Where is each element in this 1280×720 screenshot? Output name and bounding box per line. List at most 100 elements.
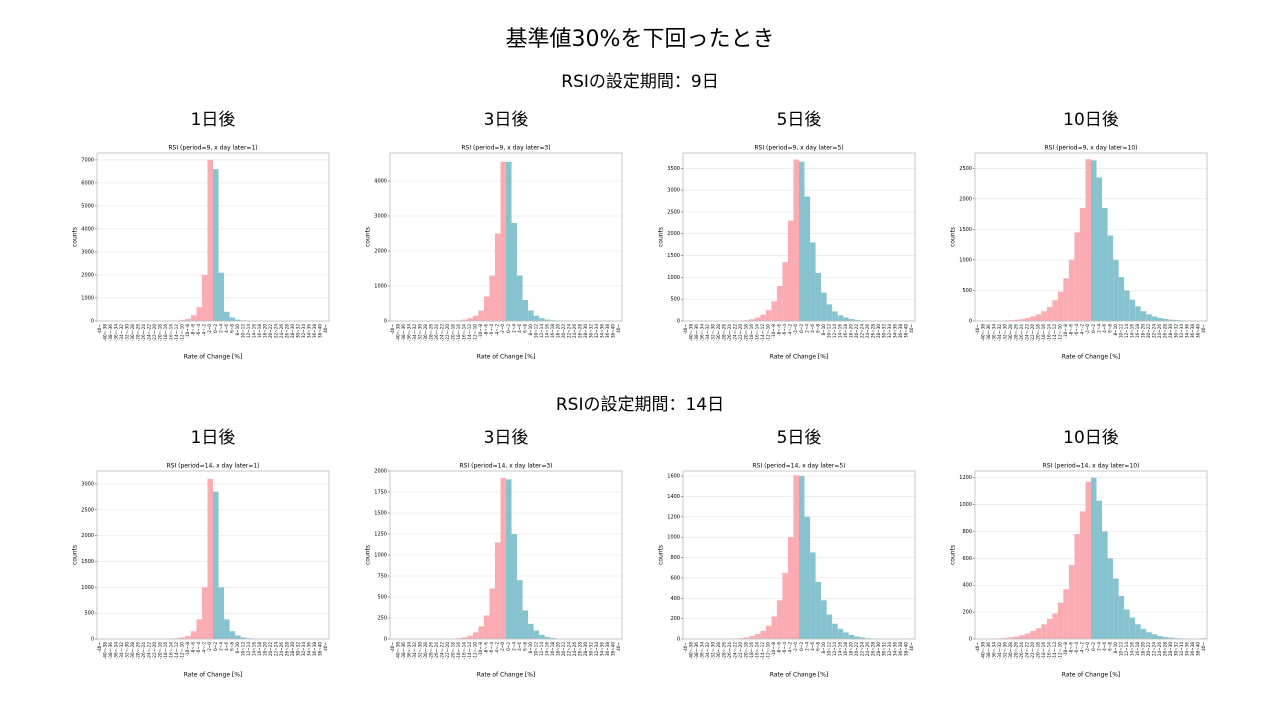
y-tick-label: 1200 — [667, 514, 680, 520]
bar — [218, 587, 225, 639]
x-tick-label: -40~-38 — [102, 642, 107, 660]
x-tick-label: 6~8 — [229, 642, 234, 651]
bar — [782, 572, 788, 639]
bar — [472, 315, 479, 321]
bar — [776, 286, 783, 321]
x-tick-label: 28~30 — [583, 324, 588, 339]
bar — [771, 616, 777, 639]
x-tick-label: -18~-16 — [1041, 324, 1046, 342]
x-tick-label: -2~0 — [1085, 642, 1090, 653]
y-tick-label: 500 — [84, 611, 94, 617]
x-tick-label: 6~8 — [522, 324, 527, 333]
bar — [826, 614, 833, 639]
x-tick-label: 30~32 — [1174, 642, 1179, 657]
x-tick-label: -40~-38 — [980, 642, 985, 660]
x-tick-label: -6~-4 — [1074, 642, 1079, 654]
y-tick-label: 1500 — [374, 511, 387, 517]
x-tick-label: 20~22 — [561, 324, 566, 339]
x-tick-label: 20~22 — [1146, 642, 1151, 657]
x-tick-label: -18~-16 — [163, 642, 168, 660]
chart-title: RSI (period=14, x day later=5) — [752, 463, 845, 470]
x-tick-label: -36~-34 — [699, 324, 704, 342]
x-tick-label: -30~-28 — [130, 324, 135, 342]
x-tick-label: 10~12 — [240, 642, 245, 657]
x-tick-label: 36~38 — [1190, 642, 1195, 657]
x-tick-label: 34~36 — [1185, 642, 1190, 657]
y-tick-label: 500 — [962, 288, 972, 294]
x-tick-label: 22~24 — [274, 642, 279, 657]
y-tick-label: 2500 — [959, 166, 972, 172]
x-tick-label: -30~-28 — [716, 324, 721, 342]
x-tick-label: -20~-18 — [158, 642, 163, 660]
x-tick-label: 30~32 — [296, 642, 301, 657]
bar — [837, 628, 844, 639]
x-tick-label: 38~40 — [904, 642, 909, 657]
bar — [517, 275, 523, 321]
y-tick-label: 0 — [677, 319, 680, 325]
x-tick-label: 12~14 — [1124, 642, 1129, 657]
bar — [229, 317, 236, 321]
x-tick-label: -24~-22 — [732, 642, 737, 660]
bar — [738, 638, 744, 639]
bar — [1118, 595, 1125, 639]
x-tick-label: 28~30 — [876, 324, 881, 339]
bar — [467, 635, 473, 639]
bar — [494, 542, 501, 639]
y-tick-label: 0 — [91, 319, 94, 325]
x-tick-label: -16~-14 — [462, 324, 467, 342]
y-tick-label: 1250 — [374, 532, 387, 538]
x-axis-label: Rate of Change [%] — [184, 354, 243, 361]
x-tick-label: -22~-20 — [445, 642, 450, 660]
x-tick-label: 26~28 — [285, 324, 290, 339]
bar — [1129, 617, 1136, 639]
x-tick-label: -8~-6 — [1069, 324, 1074, 336]
x-tick-label: 16~18 — [550, 324, 555, 339]
bar — [1035, 628, 1042, 639]
bar — [1013, 636, 1020, 639]
y-tick-label: 400 — [670, 596, 680, 602]
x-tick-label: 14~16 — [837, 324, 842, 339]
y-tick-label: 1600 — [667, 474, 680, 480]
bar — [1168, 319, 1174, 321]
bar — [1102, 531, 1108, 639]
y-tick-label: 2500 — [81, 507, 94, 513]
bar — [1052, 300, 1058, 321]
x-tick-label: -24~-22 — [146, 324, 151, 342]
y-tick-label: 4000 — [81, 226, 94, 232]
x-tick-label: -2~0 — [500, 642, 505, 653]
bar — [843, 317, 849, 321]
x-tick-label: 4~6 — [517, 642, 522, 651]
bar — [1096, 177, 1103, 321]
x-tick-label: 36~38 — [898, 642, 903, 657]
bar — [743, 320, 750, 321]
bar — [224, 619, 230, 639]
bar — [1024, 633, 1031, 639]
panel-title: 5日後 — [777, 428, 822, 448]
bar — [1057, 602, 1064, 639]
y-tick-label: 1000 — [81, 295, 94, 301]
panel-title: 10日後 — [1063, 428, 1119, 448]
x-tick-label: -12~-10 — [473, 324, 478, 342]
x-tick-label: -28~-26 — [428, 324, 433, 342]
x-tick-label: -26~-24 — [1019, 324, 1024, 342]
x-tick-label: 38~40 — [904, 324, 909, 339]
x-tick-label: 30~32 — [882, 642, 887, 657]
bar — [859, 637, 866, 639]
bar — [1135, 306, 1141, 321]
x-tick-label: 34~36 — [893, 642, 898, 657]
bar — [483, 296, 490, 321]
y-tick-label: 1000 — [667, 275, 680, 281]
x-tick-label: 6~8 — [815, 324, 820, 333]
x-tick-label: -8~-6 — [777, 642, 782, 654]
bar — [1085, 481, 1091, 639]
bar — [810, 552, 816, 639]
bar — [765, 310, 772, 321]
x-tick-label: 16~18 — [1135, 324, 1140, 339]
x-tick-label: 18~20 — [555, 642, 560, 657]
bar — [201, 274, 208, 321]
bar — [760, 314, 766, 321]
bar — [1046, 618, 1053, 639]
x-tick-label: -32~-30 — [124, 324, 129, 342]
x-tick-label: -10~-8 — [771, 324, 776, 339]
y-tick-label: 2000 — [374, 469, 387, 475]
